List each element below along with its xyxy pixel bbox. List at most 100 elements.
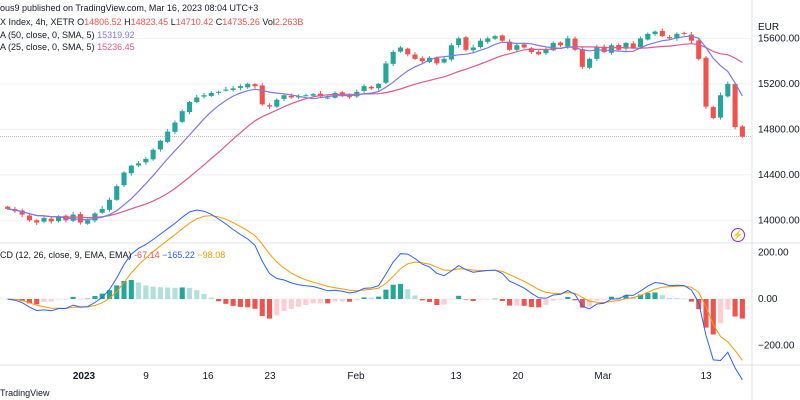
candle-body — [696, 40, 702, 59]
macd-hist-bar — [303, 299, 309, 305]
candle-body — [419, 58, 425, 62]
candle-body — [26, 215, 33, 221]
macd-hist-bar — [710, 299, 716, 335]
candle-body — [732, 84, 738, 128]
macd-label: CD (12, 26, close, 9, EMA, EMA) — [0, 250, 132, 260]
macd-hist-bar — [288, 299, 294, 309]
candle-body — [412, 54, 418, 59]
candle-body — [121, 172, 127, 186]
macd-hist-bar — [245, 299, 251, 308]
macd-hist-bar — [470, 299, 476, 302]
macd-hist-bar — [528, 299, 534, 307]
candle-body — [456, 38, 462, 46]
macd-tick-label: −200.00 — [758, 341, 795, 352]
ma50-legend[interactable]: A (50, close, 0, SMA, 5) 15319.92 — [0, 29, 135, 41]
macd-hist-bar — [717, 299, 724, 324]
candle-body — [688, 34, 694, 41]
ma25-line — [7, 35, 743, 221]
macd-hist-bar — [274, 299, 280, 316]
candle-body — [274, 99, 280, 107]
high-value: 14823.45 — [130, 17, 169, 27]
macd-hist-bar — [732, 299, 738, 317]
macd-hist-bar — [128, 280, 134, 299]
macd-tick-label: 0.00 — [758, 294, 778, 305]
macd-hist-bar — [26, 299, 33, 304]
candle-body — [739, 126, 745, 137]
published-line: ous9 published on TradingView.com, Mar 1… — [0, 3, 259, 13]
macd-hist-bar — [543, 299, 549, 305]
macd-hist-bar — [216, 299, 222, 302]
ma25-legend[interactable]: A (25, close, 0, SMA, 5) 15236.45 — [0, 41, 135, 53]
macd-hist-bar — [594, 299, 600, 301]
macd-hist-bar — [252, 299, 258, 309]
macd-hist-bar — [499, 299, 505, 302]
candle-body — [165, 131, 171, 142]
price-tick-label: 14400.00 — [758, 170, 800, 181]
macd-hist-bar — [165, 287, 171, 299]
candle-body — [550, 42, 556, 51]
candle-body — [667, 37, 673, 39]
macd-hist-bar — [208, 297, 214, 299]
candle-body — [157, 140, 163, 150]
macd-hist-bar — [477, 299, 484, 300]
macd-hist-bar — [223, 299, 229, 304]
candle-body — [507, 41, 513, 50]
macd-hist-bar — [77, 298, 83, 300]
close-value: 14735.26 — [222, 17, 260, 27]
lightning-icon[interactable]: ⚡ — [731, 228, 745, 242]
macd-hist-bar — [419, 299, 425, 301]
price-tick-label: 15600.00 — [758, 33, 800, 44]
candle-body — [383, 63, 389, 83]
macd-hist-bar — [434, 299, 440, 306]
candle-body — [637, 38, 644, 48]
candle-body — [56, 216, 62, 222]
macd-hist-bar — [266, 299, 273, 319]
macd-signal-line — [7, 215, 743, 361]
candle-body — [557, 42, 564, 46]
macd-hist-bar — [230, 299, 236, 306]
candle-body — [725, 83, 731, 97]
macd-hist-bar — [601, 299, 607, 300]
macd-legend[interactable]: CD (12, 26, close, 9, EMA, EMA) -67.14 −… — [0, 249, 225, 261]
candle-body — [405, 48, 411, 55]
macd-hist-bar — [688, 299, 694, 302]
candle-body — [470, 47, 476, 51]
candle-body — [463, 37, 469, 50]
candle-body — [521, 44, 527, 48]
candle-body — [303, 95, 309, 97]
candle-body — [623, 42, 629, 49]
tradingview-brand: TradingView — [0, 388, 50, 398]
candle-body — [397, 47, 404, 52]
candle-body — [216, 91, 222, 93]
ohlc-legend: X Index, 4h, XETR O14806.52 H14823.45 L1… — [0, 16, 303, 28]
candle-body — [368, 86, 374, 89]
macd-hist-bar — [106, 290, 113, 299]
volume-label: Vol — [262, 17, 275, 27]
macd-hist-bar — [703, 299, 709, 328]
macd-hist-bar — [652, 292, 658, 299]
candle-body — [259, 85, 265, 105]
candle-body — [201, 95, 207, 97]
price-tick-label: 15200.00 — [758, 79, 800, 90]
candle-body — [608, 45, 614, 53]
macd-hist-bar — [412, 295, 418, 299]
candle-body — [230, 88, 236, 91]
open-value: 14806.52 — [84, 17, 122, 27]
macd-signal-value: −98.08 — [197, 250, 226, 260]
currency-label: EUR — [758, 22, 779, 33]
candle-body — [41, 217, 47, 222]
candle-body — [390, 52, 396, 64]
ma50-label: A (50, close, 0, SMA, 5) — [0, 30, 95, 40]
candle-body — [652, 31, 658, 35]
candle-body — [150, 149, 156, 160]
ma50-value: 15319.92 — [97, 30, 135, 40]
symbol-label: X Index, 4h, XETR — [0, 17, 75, 27]
candle-body — [434, 57, 440, 64]
macd-hist-bar — [405, 289, 411, 299]
macd-hist-bar — [565, 296, 571, 299]
macd-hist-bar — [616, 297, 622, 299]
time-tick-label: 20 — [512, 371, 524, 382]
candle-body — [630, 43, 636, 48]
candle-body — [310, 94, 316, 96]
